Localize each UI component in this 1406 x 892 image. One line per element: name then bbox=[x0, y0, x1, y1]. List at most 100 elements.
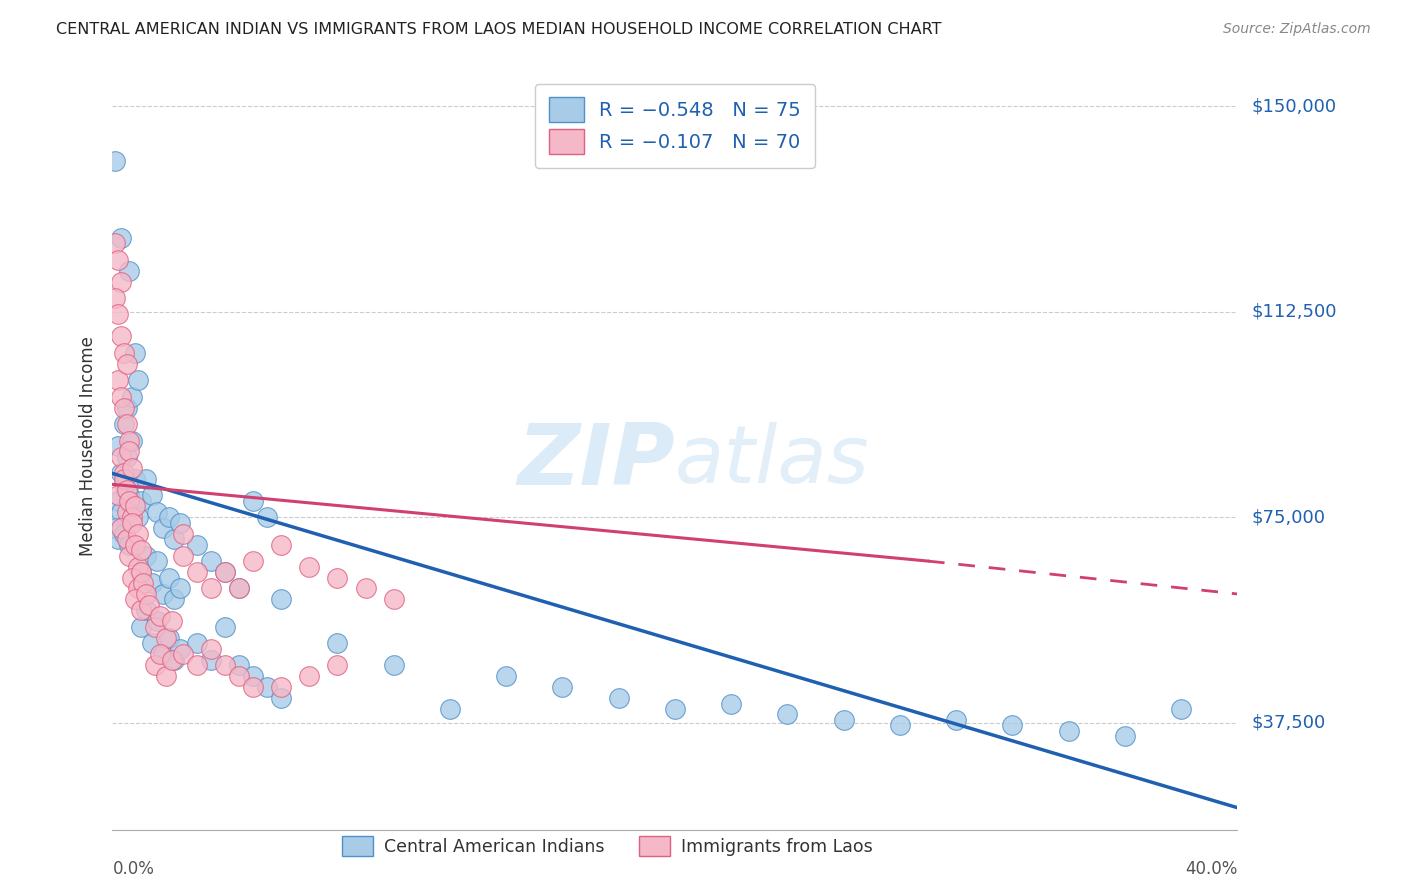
Point bbox=[115, 401, 138, 415]
Point bbox=[149, 647, 172, 661]
Point bbox=[118, 493, 141, 508]
Point bbox=[110, 505, 132, 519]
Point bbox=[242, 669, 264, 683]
Point bbox=[186, 658, 208, 673]
Point bbox=[551, 680, 574, 694]
Point bbox=[124, 592, 146, 607]
Point bbox=[160, 615, 183, 629]
Point bbox=[664, 702, 686, 716]
Point bbox=[124, 346, 146, 360]
Point bbox=[107, 532, 129, 546]
Point bbox=[121, 516, 143, 530]
Point bbox=[256, 680, 278, 694]
Point bbox=[110, 450, 132, 464]
Point bbox=[186, 636, 208, 650]
Point bbox=[112, 467, 135, 481]
Point bbox=[242, 554, 264, 568]
Point bbox=[228, 582, 250, 596]
Point bbox=[107, 308, 129, 322]
Text: ZIP: ZIP bbox=[517, 420, 675, 503]
Point bbox=[129, 603, 152, 617]
Point bbox=[115, 450, 138, 464]
Point bbox=[115, 417, 138, 431]
Point bbox=[186, 565, 208, 579]
Text: 0.0%: 0.0% bbox=[112, 860, 155, 879]
Point bbox=[110, 467, 132, 481]
Point bbox=[141, 636, 163, 650]
Point bbox=[129, 543, 152, 558]
Point bbox=[132, 576, 155, 591]
Point bbox=[607, 691, 630, 706]
Point bbox=[138, 598, 160, 612]
Point bbox=[124, 472, 146, 486]
Point bbox=[112, 526, 135, 541]
Point bbox=[127, 559, 149, 574]
Point bbox=[135, 587, 157, 601]
Point bbox=[112, 417, 135, 431]
Point bbox=[129, 620, 152, 634]
Point bbox=[141, 488, 163, 502]
Point bbox=[163, 592, 186, 607]
Point bbox=[152, 521, 174, 535]
Point bbox=[1114, 730, 1136, 744]
Point bbox=[121, 570, 143, 584]
Point bbox=[112, 346, 135, 360]
Point bbox=[382, 658, 405, 673]
Point bbox=[104, 291, 127, 305]
Point bbox=[104, 154, 127, 169]
Point bbox=[115, 483, 138, 497]
Point bbox=[1057, 723, 1080, 738]
Point bbox=[270, 691, 292, 706]
Point bbox=[326, 636, 349, 650]
Point bbox=[889, 718, 911, 732]
Point bbox=[124, 538, 146, 552]
Point bbox=[129, 565, 152, 579]
Point bbox=[169, 516, 191, 530]
Point bbox=[118, 444, 141, 458]
Text: $75,000: $75,000 bbox=[1251, 508, 1326, 526]
Point bbox=[1001, 718, 1024, 732]
Point bbox=[155, 631, 177, 645]
Point bbox=[200, 653, 222, 667]
Point bbox=[107, 488, 129, 502]
Point bbox=[298, 559, 321, 574]
Point bbox=[107, 252, 129, 267]
Point bbox=[200, 582, 222, 596]
Point bbox=[107, 373, 129, 387]
Point bbox=[121, 500, 143, 514]
Point bbox=[118, 263, 141, 277]
Point bbox=[135, 549, 157, 563]
Point bbox=[270, 680, 292, 694]
Point bbox=[152, 587, 174, 601]
Point bbox=[115, 357, 138, 371]
Point bbox=[118, 488, 141, 502]
Point bbox=[110, 231, 132, 245]
Point bbox=[495, 669, 517, 683]
Text: atlas: atlas bbox=[675, 422, 870, 500]
Y-axis label: Median Household Income: Median Household Income bbox=[79, 336, 97, 556]
Point bbox=[776, 707, 799, 722]
Point bbox=[242, 680, 264, 694]
Text: $112,500: $112,500 bbox=[1251, 302, 1337, 321]
Point bbox=[157, 510, 180, 524]
Point bbox=[127, 526, 149, 541]
Point bbox=[129, 565, 152, 579]
Point bbox=[157, 631, 180, 645]
Point bbox=[110, 329, 132, 343]
Point bbox=[135, 603, 157, 617]
Point bbox=[214, 565, 236, 579]
Point bbox=[121, 510, 143, 524]
Point bbox=[354, 582, 377, 596]
Point bbox=[115, 516, 138, 530]
Point bbox=[214, 565, 236, 579]
Point bbox=[228, 582, 250, 596]
Text: CENTRAL AMERICAN INDIAN VS IMMIGRANTS FROM LAOS MEDIAN HOUSEHOLD INCOME CORRELAT: CENTRAL AMERICAN INDIAN VS IMMIGRANTS FR… bbox=[56, 22, 942, 37]
Point bbox=[242, 493, 264, 508]
Point bbox=[121, 434, 143, 448]
Point bbox=[214, 658, 236, 673]
Point bbox=[135, 472, 157, 486]
Text: $150,000: $150,000 bbox=[1251, 97, 1336, 115]
Point bbox=[143, 620, 166, 634]
Point bbox=[382, 592, 405, 607]
Point bbox=[1170, 702, 1192, 716]
